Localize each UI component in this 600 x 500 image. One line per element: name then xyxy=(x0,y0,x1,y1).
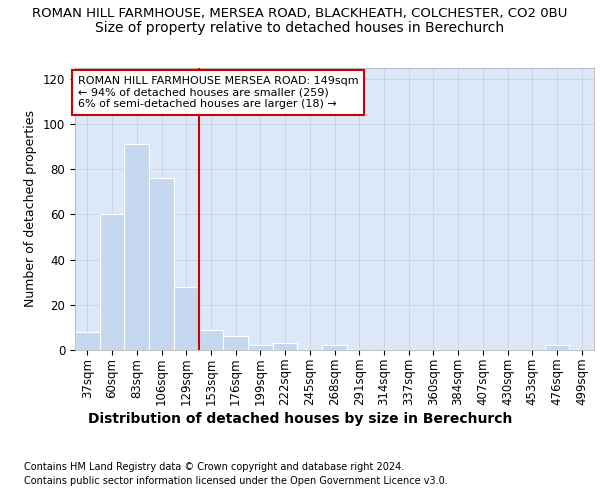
Bar xyxy=(174,286,199,350)
Bar xyxy=(248,346,273,350)
Bar xyxy=(75,332,100,350)
Y-axis label: Number of detached properties: Number of detached properties xyxy=(25,110,37,307)
Text: Contains HM Land Registry data © Crown copyright and database right 2024.: Contains HM Land Registry data © Crown c… xyxy=(24,462,404,472)
Bar xyxy=(273,343,298,350)
Bar xyxy=(322,346,347,350)
Bar xyxy=(124,144,149,350)
Bar xyxy=(100,214,124,350)
Text: Distribution of detached houses by size in Berechurch: Distribution of detached houses by size … xyxy=(88,412,512,426)
Bar xyxy=(545,346,569,350)
Text: Size of property relative to detached houses in Berechurch: Size of property relative to detached ho… xyxy=(95,21,505,35)
Text: ROMAN HILL FARMHOUSE MERSEA ROAD: 149sqm
← 94% of detached houses are smaller (2: ROMAN HILL FARMHOUSE MERSEA ROAD: 149sqm… xyxy=(77,76,358,109)
Text: ROMAN HILL FARMHOUSE, MERSEA ROAD, BLACKHEATH, COLCHESTER, CO2 0BU: ROMAN HILL FARMHOUSE, MERSEA ROAD, BLACK… xyxy=(32,8,568,20)
Text: Contains public sector information licensed under the Open Government Licence v3: Contains public sector information licen… xyxy=(24,476,448,486)
Bar xyxy=(149,178,174,350)
Bar xyxy=(223,336,248,350)
Bar xyxy=(199,330,223,350)
